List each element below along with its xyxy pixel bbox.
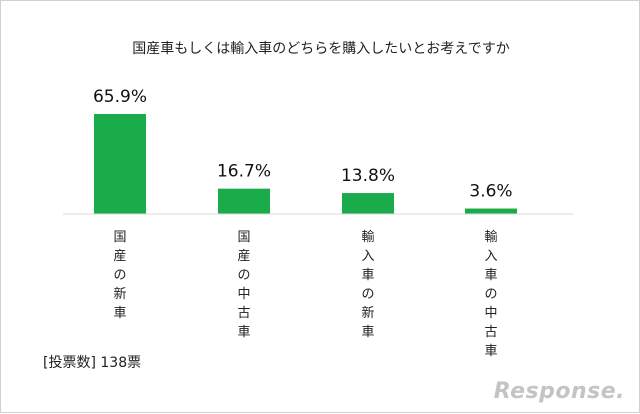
bar-4 — [465, 208, 517, 214]
response-logo: Response. — [493, 379, 625, 404]
bar-2 — [218, 188, 270, 214]
bar-1 — [94, 114, 146, 214]
value-label-3: 13.8% — [341, 166, 395, 186]
vote-count: [投票数] 138票 — [43, 355, 141, 371]
category-label-4: 輸入車の中古車 — [484, 230, 497, 359]
value-label-2: 16.7% — [217, 162, 271, 182]
value-label-4: 3.6% — [469, 182, 512, 202]
value-label-1: 65.9% — [93, 87, 147, 107]
category-label-1: 国産の新車 — [113, 230, 126, 321]
category-label-3: 輸入車の新車 — [361, 230, 374, 340]
chart-title: 国産車もしくは輸入車のどちらを購入したいとお考えですか — [132, 40, 510, 57]
category-label-2: 国産の中古車 — [237, 230, 250, 340]
bar-3 — [342, 193, 394, 214]
bars-layer: 65.9% 国産の新車 16.7% 国産の中古車 13.8% 輸入車の新車 3.6% 輸入車の… — [93, 87, 517, 359]
